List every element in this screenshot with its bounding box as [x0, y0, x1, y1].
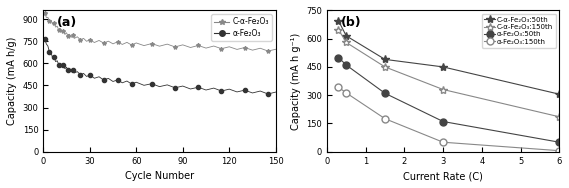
- α-Fe₂O₃:150th: [335, 86, 342, 88]
- α-Fe₂O₃: [265, 93, 271, 95]
- Legend: C-α-Fe₂O₃, α-Fe₂O₃: C-α-Fe₂O₃, α-Fe₂O₃: [211, 14, 272, 41]
- α-Fe₂O₃: [119, 82, 126, 84]
- C-α-Fe₂O₃:150th: [343, 41, 349, 44]
- C-α-Fe₂O₃: [114, 41, 121, 43]
- C-α-Fe₂O₃:50th: [335, 20, 342, 22]
- C-α-Fe₂O₃: [273, 48, 279, 50]
- C-α-Fe₂O₃: [63, 32, 70, 34]
- C-α-Fe₂O₃: [128, 44, 135, 46]
- α-Fe₂O₃:150th: [440, 141, 447, 143]
- X-axis label: Current Rate (C): Current Rate (C): [403, 171, 483, 181]
- C-α-Fe₂O₃: [265, 50, 271, 52]
- C-α-Fe₂O₃: [179, 44, 186, 46]
- C-α-Fe₂O₃:150th: [440, 88, 447, 91]
- Line: α-Fe₂O₃:150th: α-Fe₂O₃:150th: [335, 84, 563, 154]
- C-α-Fe₂O₃: [226, 46, 233, 48]
- Text: (b): (b): [341, 16, 361, 29]
- α-Fe₂O₃:150th: [556, 150, 563, 152]
- Line: α-Fe₂O₃:50th: α-Fe₂O₃:50th: [335, 54, 563, 146]
- α-Fe₂O₃: [179, 85, 186, 87]
- X-axis label: Cycle Number: Cycle Number: [125, 171, 194, 181]
- C-α-Fe₂O₃:50th: [556, 93, 563, 95]
- C-α-Fe₂O₃: [42, 12, 48, 14]
- α-Fe₂O₃:50th: [343, 64, 349, 66]
- Y-axis label: Capacity (mA h/g): Capacity (mA h/g): [7, 37, 17, 125]
- Line: α-Fe₂O₃: α-Fe₂O₃: [43, 37, 278, 96]
- α-Fe₂O₃:50th: [556, 141, 563, 143]
- α-Fe₂O₃:150th: [343, 92, 349, 94]
- α-Fe₂O₃:50th: [382, 92, 389, 94]
- C-α-Fe₂O₃:150th: [382, 66, 389, 68]
- C-α-Fe₂O₃:50th: [440, 66, 447, 68]
- α-Fe₂O₃: [226, 88, 233, 90]
- C-α-Fe₂O₃:50th: [382, 58, 389, 61]
- Line: C-α-Fe₂O₃: C-α-Fe₂O₃: [43, 11, 278, 53]
- α-Fe₂O₃: [128, 83, 135, 85]
- C-α-Fe₂O₃:150th: [556, 116, 563, 118]
- C-α-Fe₂O₃:50th: [343, 35, 349, 37]
- α-Fe₂O₃: [273, 91, 279, 93]
- α-Fe₂O₃: [42, 38, 48, 40]
- α-Fe₂O₃:150th: [382, 118, 389, 120]
- Y-axis label: Capacity (mA h g⁻¹): Capacity (mA h g⁻¹): [291, 32, 300, 130]
- Legend: C-α-Fe₂O₃:50th, C-α-Fe₂O₃:150th, α-Fe₂O₃:50th, α-Fe₂O₃:150th: C-α-Fe₂O₃:50th, C-α-Fe₂O₃:150th, α-Fe₂O₃…: [481, 14, 556, 48]
- C-α-Fe₂O₃: [119, 43, 126, 45]
- Line: C-α-Fe₂O₃:50th: C-α-Fe₂O₃:50th: [335, 17, 563, 98]
- α-Fe₂O₃: [63, 66, 70, 68]
- α-Fe₂O₃:50th: [335, 56, 342, 59]
- α-Fe₂O₃: [114, 79, 121, 81]
- Text: (a): (a): [57, 16, 77, 29]
- C-α-Fe₂O₃:150th: [335, 29, 342, 31]
- α-Fe₂O₃:50th: [440, 120, 447, 123]
- Line: C-α-Fe₂O₃:150th: C-α-Fe₂O₃:150th: [335, 26, 563, 121]
